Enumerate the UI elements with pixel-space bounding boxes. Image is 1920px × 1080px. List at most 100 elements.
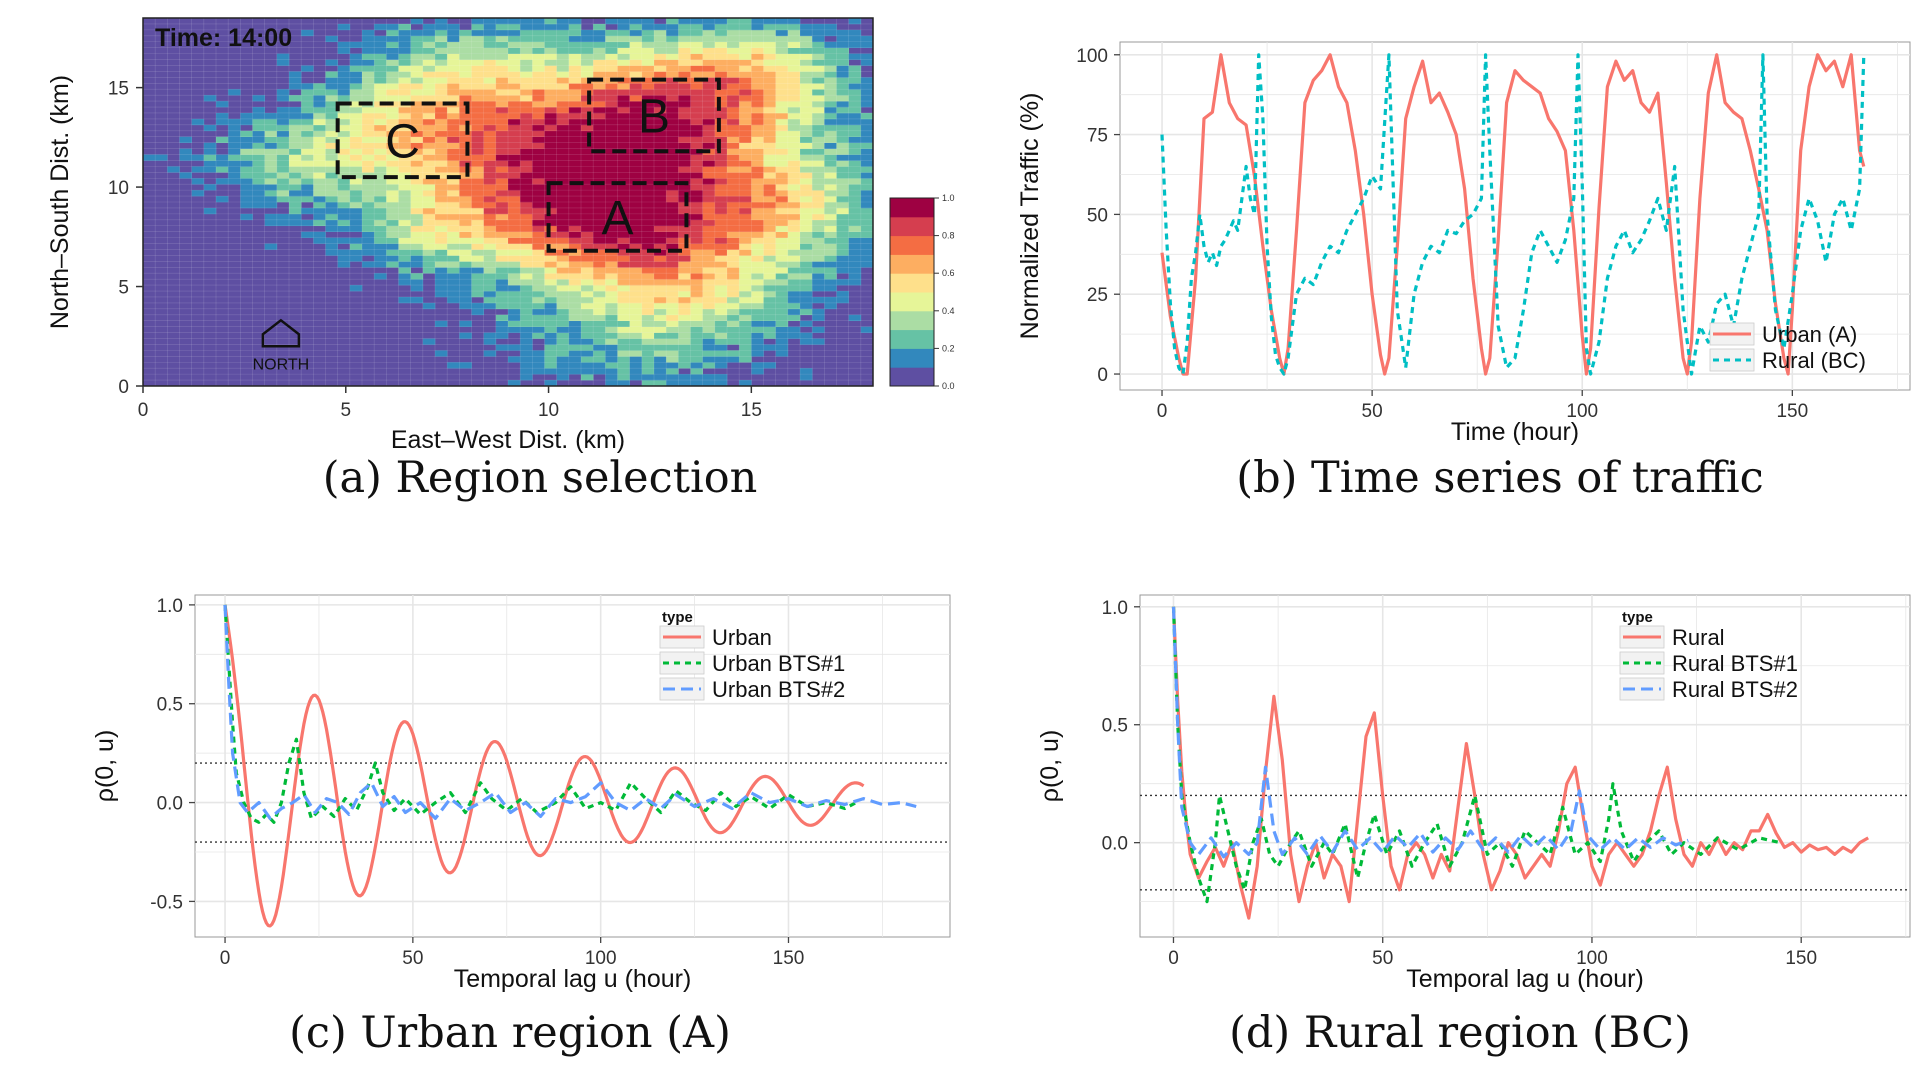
- heatmap-cell: [508, 261, 521, 268]
- heatmap-cell: [495, 184, 509, 191]
- heatmap-cell: [678, 47, 691, 54]
- heatmap-cell: [483, 202, 497, 209]
- heatmap-cell: [544, 107, 557, 114]
- heatmap-cell: [362, 71, 375, 78]
- heatmap-cell: [191, 178, 205, 185]
- heatmap-cell: [471, 41, 484, 48]
- heatmap-cell: [848, 77, 862, 84]
- heatmap-cell: [264, 136, 278, 143]
- heatmap-cell: [787, 35, 801, 43]
- heatmap-cell: [471, 160, 484, 167]
- heatmap-cell: [398, 136, 411, 143]
- heatmap-cell: [325, 172, 338, 179]
- y-tick-label: 15: [108, 79, 129, 100]
- heatmap-cell: [800, 89, 813, 96]
- heatmap-cell: [459, 41, 472, 48]
- heatmap-cell: [641, 89, 655, 96]
- heatmap-cell: [349, 243, 363, 250]
- heatmap-cell: [605, 213, 618, 221]
- heatmap-cell: [739, 184, 752, 191]
- heatmap-cell: [581, 202, 594, 209]
- heatmap-cell: [264, 112, 278, 120]
- heatmap-cell: [690, 172, 703, 179]
- heatmap-cell: [459, 89, 472, 96]
- heatmap-cell: [714, 350, 728, 357]
- heatmap-cell: [690, 231, 703, 238]
- heatmap-cell: [605, 219, 618, 227]
- heatmap-cell: [690, 65, 703, 72]
- heatmap-cell: [702, 380, 716, 387]
- heatmap-cell: [702, 255, 716, 262]
- heatmap-cell: [714, 279, 728, 286]
- heatmap-cell: [654, 285, 667, 292]
- heatmap-cell: [386, 95, 399, 102]
- heatmap-cell: [301, 190, 314, 197]
- heatmap-cell: [714, 296, 728, 304]
- heatmap-cell: [678, 273, 691, 280]
- heatmap-cell: [325, 190, 338, 197]
- chart-caption: (c) Urban region (A): [289, 1008, 731, 1058]
- heatmap-cell: [459, 202, 472, 209]
- colorbar-swatch: [890, 292, 934, 312]
- heatmap-cell: [568, 112, 582, 120]
- colorbar-swatch: [890, 367, 934, 387]
- heatmap-cell: [252, 112, 265, 120]
- heatmap-cell: [860, 59, 874, 66]
- heatmap-cell: [775, 320, 789, 327]
- heatmap-cell: [654, 356, 667, 363]
- heatmap-cell: [532, 320, 545, 327]
- heatmap-cell: [812, 190, 825, 197]
- heatmap-cell: [690, 225, 703, 232]
- heatmap-cell: [581, 296, 594, 304]
- heatmap-cell: [812, 255, 825, 262]
- heatmap-cell: [763, 196, 776, 203]
- heatmap-cell: [435, 166, 448, 173]
- heatmap-cell: [508, 77, 521, 84]
- heatmap-cell: [714, 320, 728, 327]
- heatmap-cell: [800, 273, 813, 280]
- heatmap-cell: [641, 237, 655, 244]
- heatmap-cell: [763, 89, 776, 96]
- heatmap-cell: [337, 118, 351, 126]
- heatmap-cell: [714, 160, 728, 167]
- heatmap-cell: [435, 107, 448, 114]
- heatmap-cell: [520, 202, 533, 209]
- heatmap-cell: [581, 160, 594, 167]
- heatmap-cell: [812, 219, 825, 227]
- heatmap-cell: [739, 65, 752, 72]
- heatmap-cell: [617, 89, 630, 96]
- heatmap-cell: [289, 130, 302, 138]
- heatmap-cell: [775, 172, 789, 179]
- heatmap-cell: [398, 71, 411, 78]
- heatmap-cell: [629, 291, 643, 298]
- heatmap-cell: [508, 124, 521, 132]
- heatmap-cell: [337, 65, 351, 72]
- heatmap-cell: [654, 154, 667, 161]
- heatmap-cell: [787, 130, 801, 138]
- heatmap-cell: [836, 279, 849, 286]
- heatmap-cell: [690, 279, 703, 286]
- heatmap-cell: [483, 184, 497, 191]
- heatmap-cell: [739, 213, 752, 221]
- heatmap-cell: [483, 124, 497, 132]
- heatmap-cell: [836, 101, 849, 108]
- heatmap-cell: [629, 338, 643, 345]
- heatmap-cell: [860, 207, 874, 215]
- heatmap-cell: [641, 267, 655, 274]
- heatmap-cell: [240, 184, 253, 191]
- heatmap-cell: [727, 124, 740, 132]
- heatmap-cell: [751, 302, 764, 310]
- heatmap-cell: [836, 89, 849, 96]
- heatmap-cell: [727, 338, 740, 345]
- heatmap-cell: [410, 184, 424, 191]
- heatmap-cell: [678, 225, 691, 232]
- heatmap-cell: [654, 166, 667, 173]
- heatmap-cell: [556, 326, 570, 333]
- series-line-2: [1171, 606, 1689, 859]
- heatmap-cell: [605, 130, 618, 138]
- heatmap-cell: [605, 136, 618, 143]
- heatmap-cell: [727, 356, 740, 363]
- heatmap-cell: [666, 154, 679, 161]
- heatmap-cell: [787, 101, 801, 108]
- heatmap-cell: [593, 338, 606, 345]
